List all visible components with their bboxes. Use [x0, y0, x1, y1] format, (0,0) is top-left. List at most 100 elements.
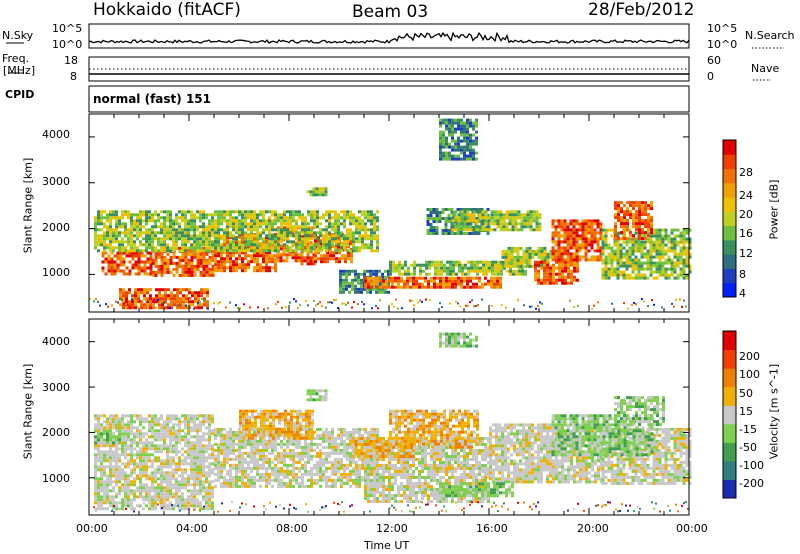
- nsky-label: N.Sky: [2, 29, 34, 42]
- velocity-cbar-tick: -50: [739, 441, 757, 454]
- power-colorbar-segment: [723, 140, 736, 155]
- velocity-cbar-tick: -200: [739, 477, 764, 490]
- velocity-cbar-tick: -100: [739, 459, 764, 472]
- power-colorbar-segment: [723, 182, 736, 198]
- power-band: [439, 118, 478, 161]
- velocity-band: [306, 389, 328, 402]
- xtick: 20:00: [577, 522, 609, 535]
- velocity-colorbar-frame: [722, 330, 737, 499]
- xtick: 12:00: [376, 522, 408, 535]
- power-cbar-tick: 8: [739, 268, 746, 281]
- freq-tick-bottom: 8: [70, 70, 77, 83]
- power-ytick: 3000: [42, 175, 70, 188]
- power-colorbar-segment: [723, 168, 736, 184]
- power-colorbar-segment: [723, 239, 736, 255]
- velocity-ytick: 2000: [42, 426, 70, 439]
- velocity-cbar-tick: 15: [739, 405, 753, 418]
- nsky-trace: [88, 31, 690, 44]
- velocity-colorbar-segment: [723, 423, 736, 443]
- velocity-colorbar-segment: [723, 331, 736, 351]
- xtick: 04:00: [176, 522, 208, 535]
- xlabel: Time UT: [364, 539, 410, 552]
- velocity-cbar-tick: 100: [739, 368, 760, 381]
- nsearch-label: N.Search: [745, 29, 795, 42]
- power-band: [389, 260, 527, 276]
- power-colorbar-segment: [723, 268, 736, 284]
- velocity-band: [551, 414, 654, 457]
- cpid-label: CPID: [5, 88, 35, 101]
- velocity-band: [389, 409, 479, 449]
- velocity-band: [94, 432, 127, 445]
- velocity-colorbar-segment: [723, 460, 736, 480]
- velocity-ytick: 4000: [42, 335, 70, 348]
- velocity-colorbar-segment: [723, 479, 736, 499]
- power-band: [451, 210, 542, 232]
- nave-tick-top: 60: [707, 54, 721, 67]
- power-band: [534, 260, 579, 285]
- velocity-band: [601, 427, 692, 485]
- date-title: 28/Feb/2012: [588, 0, 695, 20]
- power-ytick: 2000: [42, 221, 70, 234]
- velocity-band: [239, 409, 314, 440]
- power-colorbar-frame: [722, 139, 737, 298]
- power-ytick: 1000: [42, 266, 70, 279]
- power-band: [94, 210, 379, 253]
- beam-title: Beam 03: [352, 2, 429, 22]
- nsearch-tick-top: 10^5: [707, 22, 738, 35]
- velocity-colorbar-segment: [723, 386, 736, 406]
- power-cbar-tick: 28: [739, 166, 753, 179]
- power-ytick: 4000: [42, 128, 70, 141]
- freq-unit: [MHz]: [3, 64, 36, 77]
- power-colorbar-segment: [723, 197, 736, 212]
- power-cbar-tick: 12: [739, 247, 753, 260]
- velocity-ytick: 1000: [42, 472, 70, 485]
- velocity-cbar-tick: 50: [739, 387, 753, 400]
- freq-label: Freq.: [2, 52, 30, 65]
- power-colorbar-segment: [723, 225, 736, 241]
- power-band: [101, 251, 153, 276]
- xtick: 08:00: [276, 522, 308, 535]
- power-band: [119, 288, 209, 310]
- power-ground-speckle: [89, 298, 687, 310]
- power-band: [306, 187, 328, 197]
- power-cbar-tick: 16: [739, 227, 753, 240]
- velocity-band: [439, 482, 514, 498]
- power-cbar-tick: 4: [739, 287, 746, 300]
- power-cbar-tick: 20: [739, 208, 753, 221]
- velocity-cbar-tick: 200: [739, 350, 760, 363]
- velocity-colorbar-segment: [723, 405, 736, 425]
- velocity-band: [614, 396, 665, 427]
- velocity-band: [439, 332, 478, 348]
- xtick: 00:00: [76, 522, 108, 535]
- nsky-tick-top: 10^5: [52, 22, 83, 35]
- xtick: 00:00: [676, 522, 708, 535]
- freq-tick-top: 18: [64, 54, 78, 67]
- station-title: Hokkaido (fitACF): [93, 0, 241, 20]
- nsearch-tick-bottom: 10^0: [707, 38, 738, 51]
- power-colorbar-segment: [723, 254, 736, 269]
- power-colorbar-segment: [723, 154, 736, 170]
- nave-label: Nave: [751, 62, 780, 75]
- cpid-text: normal (fast) 151: [93, 92, 211, 106]
- nsky-panel: [88, 23, 690, 49]
- cpid-panel: [88, 85, 690, 113]
- power-band: [614, 201, 653, 241]
- nave-tick-bottom: 0: [707, 70, 714, 83]
- xtick: 16:00: [476, 522, 508, 535]
- power-cbar-tick: 24: [739, 189, 753, 202]
- power-band: [551, 219, 603, 262]
- velocity-colorbar-segment: [723, 442, 736, 462]
- velocity-ground-speckle: [93, 501, 689, 513]
- velocity-band: [351, 437, 415, 458]
- power-colorbar-segment: [723, 211, 736, 227]
- velocity-ytick: 3000: [42, 381, 70, 394]
- velocity-cbar-tick: -15: [739, 423, 757, 436]
- velocity-colorbar-segment: [723, 349, 736, 369]
- nsky-tick-bottom: 10^0: [52, 38, 83, 51]
- power-band: [501, 246, 553, 268]
- velocity-band: [94, 414, 214, 511]
- power-band: [339, 269, 390, 294]
- velocity-colorbar-segment: [723, 368, 736, 388]
- power-colorbar-segment: [723, 282, 736, 298]
